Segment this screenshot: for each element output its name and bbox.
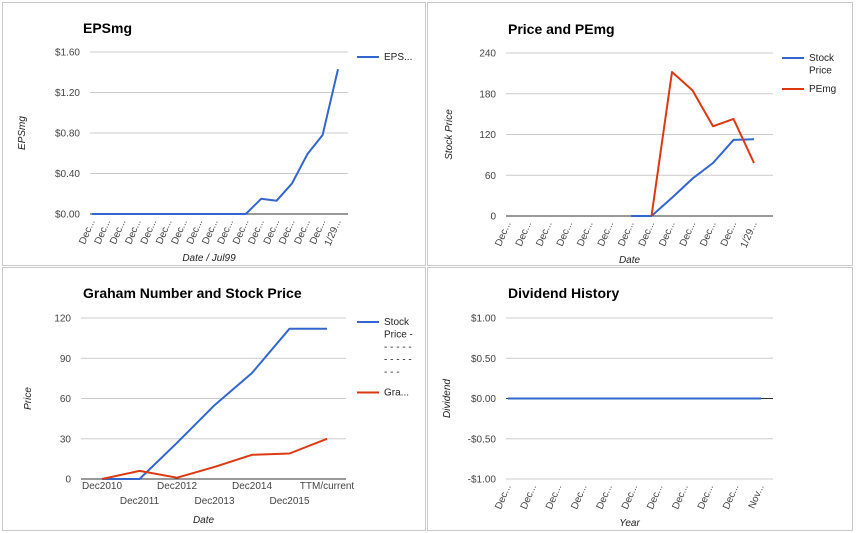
chart-dividend: Dividend History -$1.00 -$0.50 $0.00 $0.50 $1…: [442, 285, 773, 529]
x-tick-label: Dec...: [519, 483, 539, 511]
y-tick-label: 120: [54, 314, 71, 325]
y-axis-label: Price: [23, 387, 34, 410]
legend-label: - - - - -: [384, 355, 412, 366]
x-tick-label: Dec...: [569, 483, 589, 511]
y-tick-label: 240: [479, 49, 496, 60]
legend-label: Stock: [384, 317, 410, 328]
y-tick-label: $1.20: [55, 88, 80, 99]
x-tick-label: Dec2013: [194, 496, 234, 507]
y-axis-label: EPSmg: [17, 116, 28, 150]
y-tick-label: -$1.00: [468, 475, 497, 486]
chart-panel-epsmg: EPSmg $0.00 $0.40 $0.80 $1.20 $1.60 Dec... Dec.…: [2, 2, 426, 266]
y-tick-label: $0.50: [471, 354, 496, 365]
x-tick-label: Dec...: [616, 220, 636, 248]
y-tick-label: 90: [60, 354, 72, 365]
x-tick-label: Dec...: [721, 483, 741, 511]
x-tick-label: Dec...: [596, 220, 616, 248]
x-tick-label: Dec...: [555, 220, 575, 248]
x-tick-label: Dec...: [645, 483, 665, 511]
y-tick-label: $1.60: [55, 48, 80, 59]
y-tick-label: 180: [479, 89, 496, 100]
x-axis-label: Date: [619, 255, 641, 266]
chart-title: EPSmg: [83, 20, 132, 36]
x-axis-label: Date / Jul99: [182, 253, 236, 264]
chart-panel-price-pemg: Price and PEmg 0 60 120 180 240 Dec... Dec... De…: [427, 2, 853, 266]
legend-label: EPS...: [384, 52, 412, 63]
chart-panel-dividend: Dividend History -$1.00 -$0.50 $0.00 $0.50 $1…: [427, 267, 853, 531]
legend-label: Stock: [809, 53, 835, 64]
x-tick-label: Dec...: [514, 220, 534, 248]
chart-title: Price and PEmg: [508, 21, 615, 37]
x-tick-label: Dec...: [696, 483, 716, 511]
series-line: [92, 68, 339, 215]
x-tick-label: Dec...: [595, 483, 615, 511]
x-tick-label: Dec2015: [269, 496, 309, 507]
y-tick-label: $0.40: [55, 169, 80, 180]
legend-label: PEmg: [809, 84, 836, 95]
x-axis-label: Year: [619, 518, 640, 529]
x-tick-label: Dec2014: [232, 481, 272, 492]
x-tick-label: Dec...: [637, 220, 657, 248]
x-tick-label: Dec...: [575, 220, 595, 248]
x-tick-label: Dec2011: [120, 496, 160, 507]
x-tick-label: Dec...: [534, 220, 554, 248]
x-tick-label: Dec...: [620, 483, 640, 511]
x-tick-label: Nov...: [747, 483, 767, 511]
y-tick-label: 60: [485, 171, 497, 182]
series-line: [101, 437, 328, 480]
x-tick-label: TTM/current: [300, 481, 355, 492]
x-tick-label: Dec...: [678, 220, 698, 248]
chart-panel-graham: Graham Number and Stock Price 0 30 60 90 120 D…: [2, 267, 426, 531]
y-tick-label: $1.00: [471, 314, 496, 325]
legend-label: Gra...: [384, 388, 409, 399]
y-tick-label: $0.00: [471, 394, 496, 405]
y-tick-label: 60: [60, 394, 72, 405]
x-tick-label: Dec...: [544, 483, 564, 511]
y-tick-label: 30: [60, 434, 72, 445]
y-tick-label: $0.00: [55, 210, 80, 221]
x-tick-label: Dec...: [719, 220, 739, 248]
x-tick-label: Dec...: [493, 220, 513, 248]
x-tick-label: Dec...: [657, 220, 677, 248]
y-tick-label: 120: [479, 130, 496, 141]
x-tick-label: Dec...: [671, 483, 691, 511]
series-line: [102, 327, 327, 480]
y-axis-label: Stock Price: [444, 109, 455, 160]
legend-label: Price -: [384, 330, 413, 341]
legend-label: Price: [809, 66, 832, 77]
series-line: [631, 138, 755, 217]
y-tick-label: 0: [65, 475, 71, 486]
x-tick-label: Dec...: [493, 483, 513, 511]
x-tick-label: 1/29...: [739, 220, 760, 250]
x-tick-label: Dec2010: [82, 481, 122, 492]
x-tick-label: Dec2012: [157, 481, 197, 492]
chart-epsmg: EPSmg$0.00$0.40$0.80$1.20$1.60Dec...Dec.…: [17, 20, 412, 264]
y-tick-label: $0.80: [55, 129, 80, 140]
legend-label: - - -: [384, 367, 400, 378]
y-tick-label: 0: [490, 212, 496, 223]
chart-title: Graham Number and Stock Price: [83, 285, 302, 301]
series-line: [650, 71, 755, 217]
y-axis-label: Dividend: [442, 379, 453, 418]
y-tick-label: -$0.50: [468, 434, 497, 445]
chart-title: Dividend History: [508, 285, 619, 301]
x-axis-label: Date: [193, 515, 215, 526]
chart-graham: Graham Number and Stock Price 0 30 60 90 120 D…: [23, 285, 413, 526]
x-tick-label: Dec...: [698, 220, 718, 248]
legend-label: - - - - -: [384, 342, 412, 353]
